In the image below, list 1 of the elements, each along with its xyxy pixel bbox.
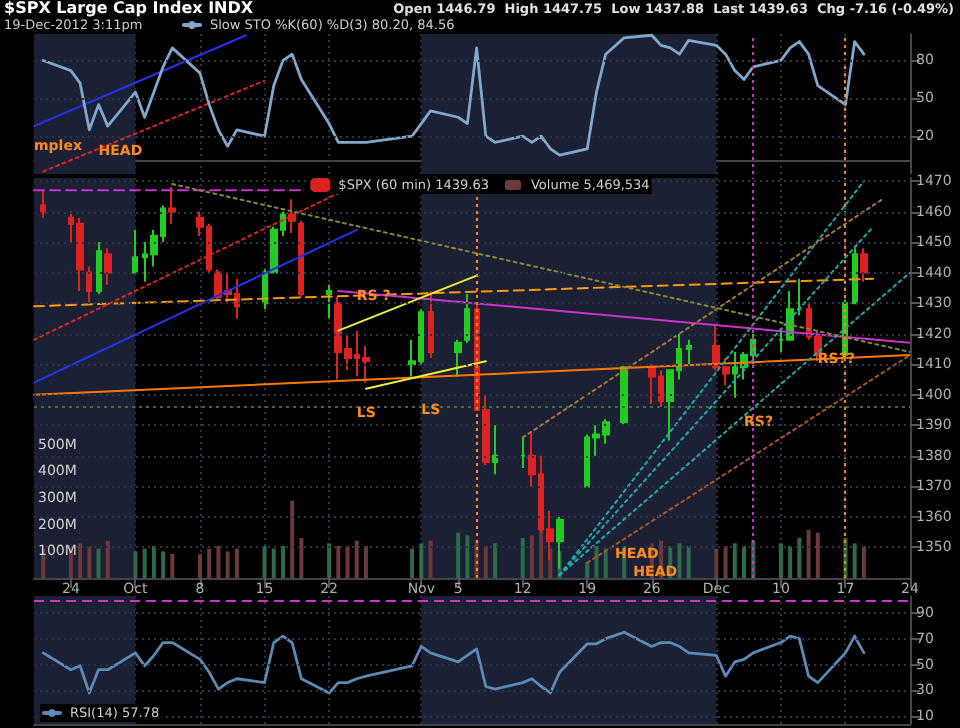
chart-title: $SPX Large Cap Index INDX xyxy=(4,0,255,17)
